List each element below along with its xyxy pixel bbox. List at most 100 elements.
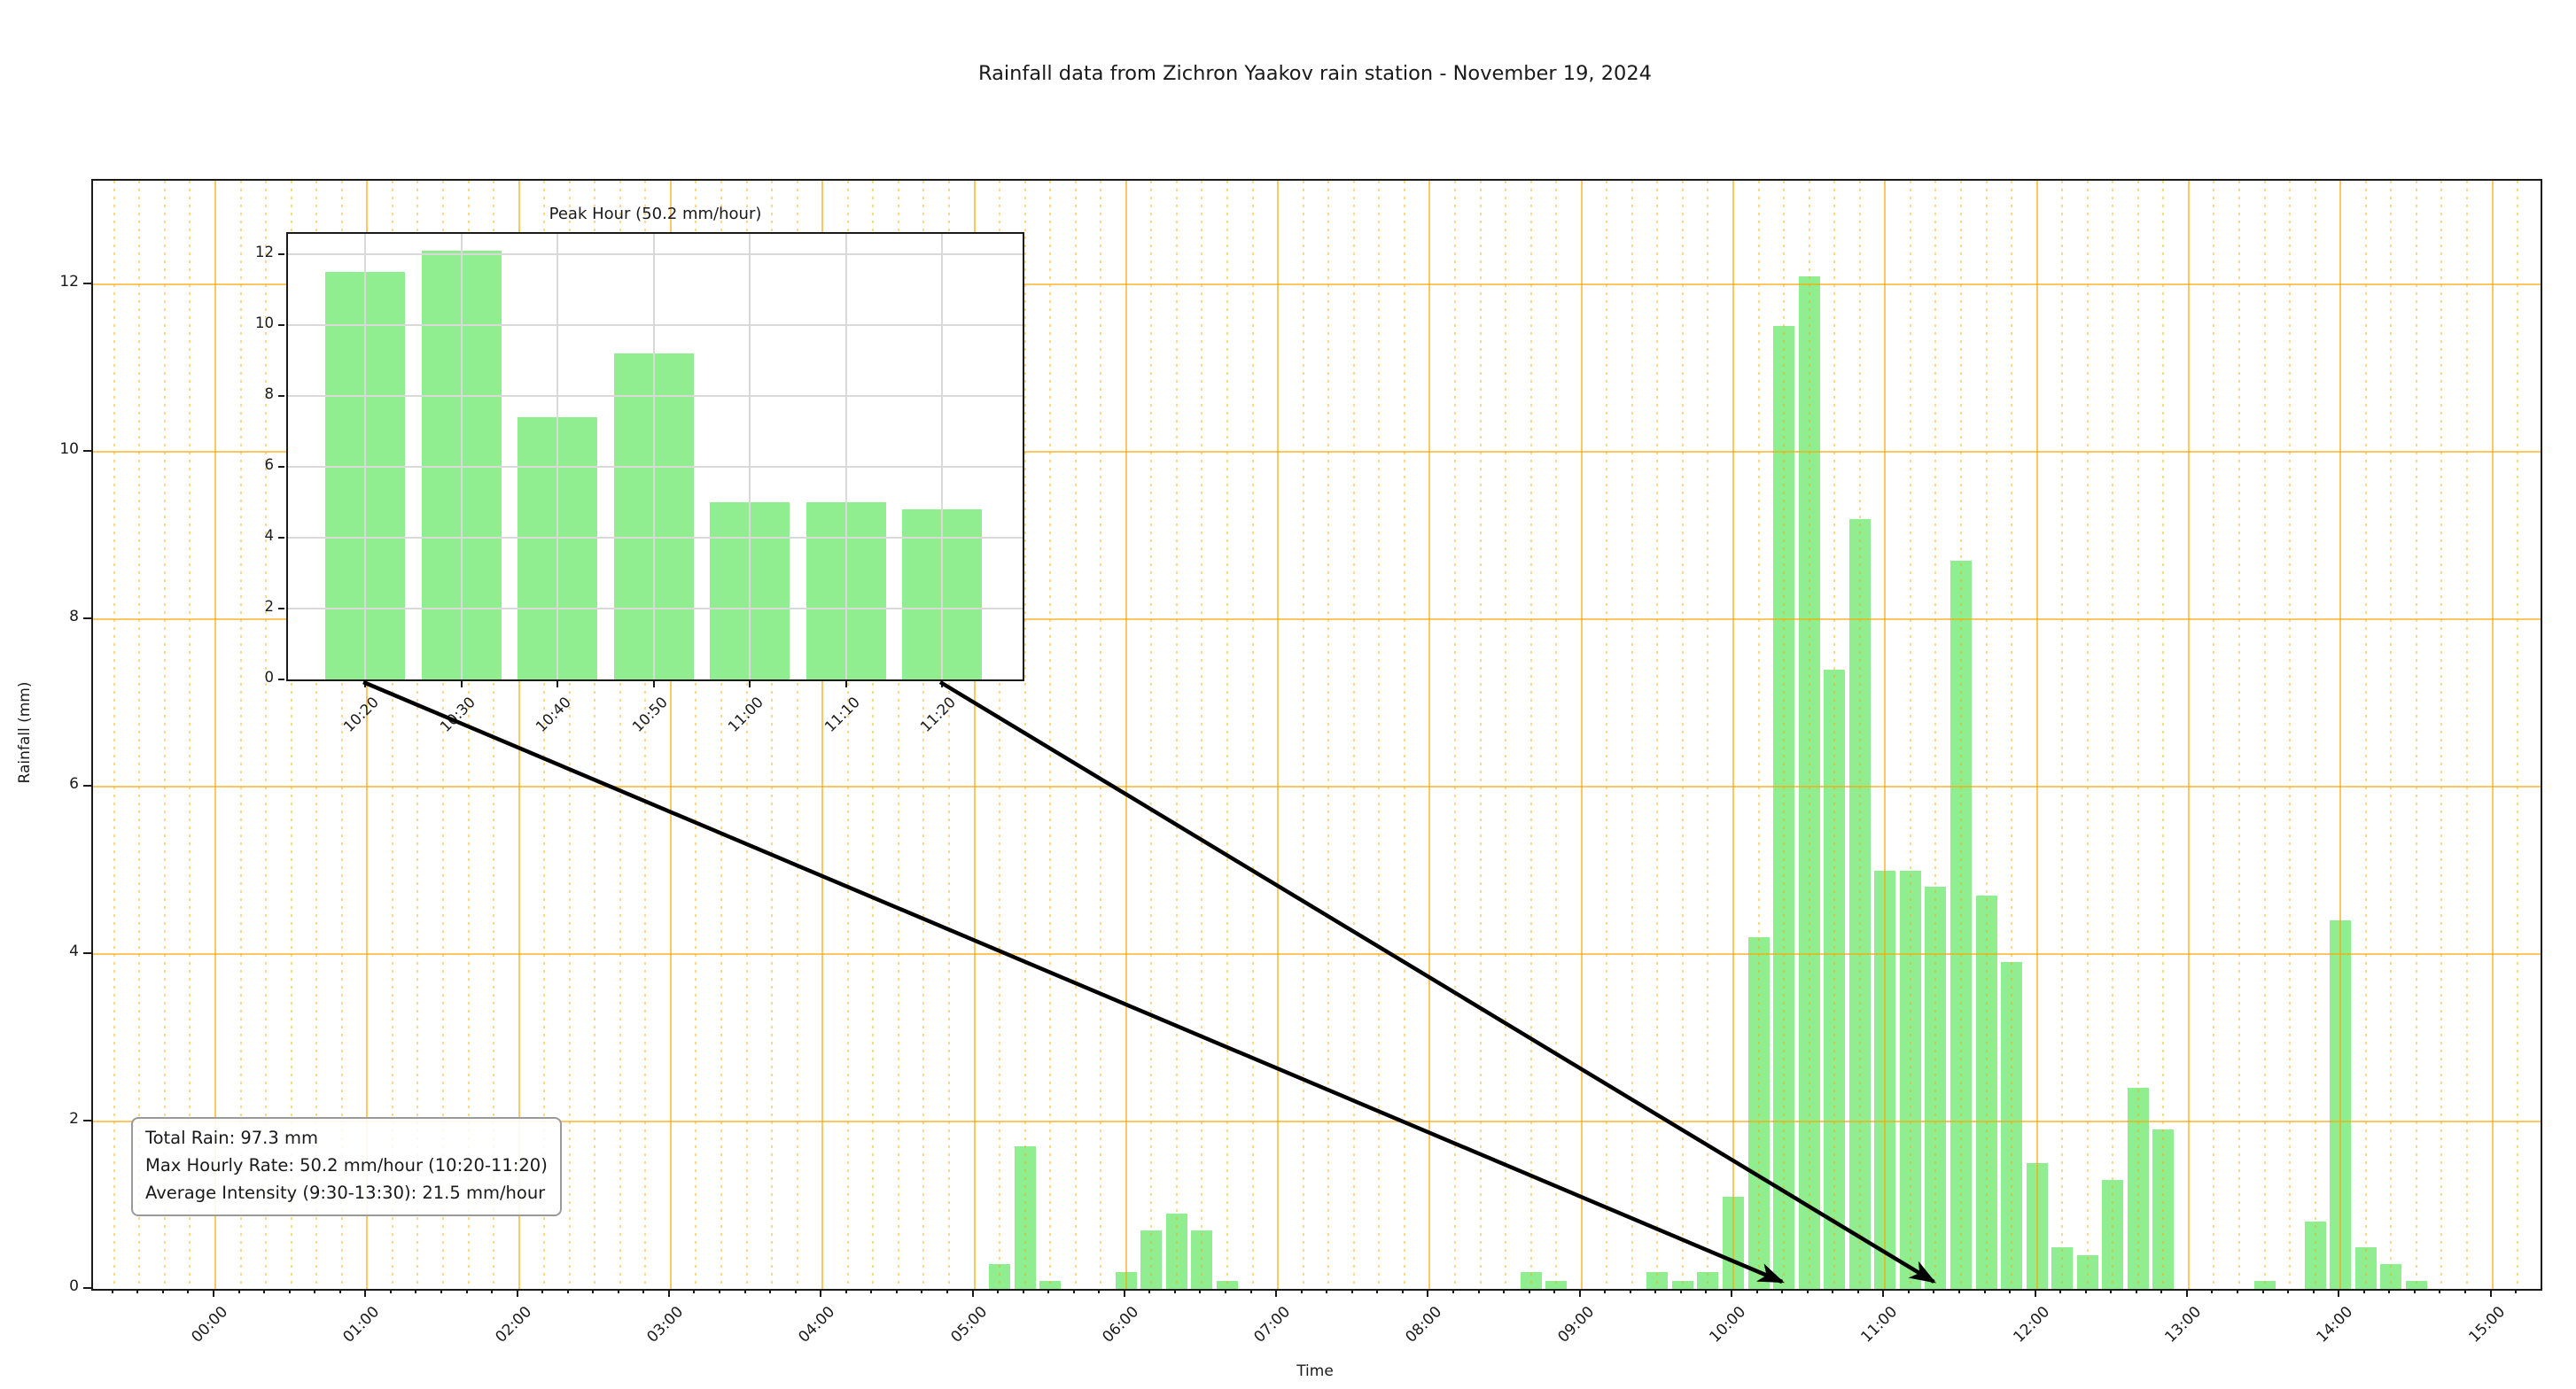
- rain-bar-06:40: [1217, 1280, 1238, 1289]
- x-major-tick: [820, 1289, 822, 1297]
- minor-gridline-x: [290, 181, 292, 1289]
- major-gridline-x-08:00: [1428, 181, 1431, 1289]
- x-minor-tick: [1451, 1289, 1454, 1293]
- x-minor-tick: [111, 1289, 113, 1293]
- major-gridline-y-10: [93, 451, 2541, 453]
- x-major-tick: [971, 1289, 974, 1297]
- x-tick-label-04:00: 04:00: [795, 1303, 839, 1346]
- y-tick-label-4: 4: [69, 943, 79, 960]
- x-minor-tick: [1629, 1289, 1631, 1293]
- x-tick-label-08:00: 08:00: [1402, 1303, 1446, 1346]
- inset-x-tick-label-11:20: 11:20: [917, 694, 960, 736]
- x-minor-tick: [921, 1289, 923, 1293]
- major-gridline-y-4: [93, 953, 2541, 955]
- inset-x-tick-label-10:30: 10:30: [436, 694, 479, 736]
- minor-gridline-x: [1529, 181, 1532, 1289]
- rain-bar-14:30: [2405, 1280, 2427, 1289]
- x-minor-tick: [1072, 1289, 1075, 1293]
- minor-gridline-x: [1656, 181, 1659, 1289]
- rain-bar-12:30: [2102, 1180, 2124, 1289]
- x-minor-tick: [1098, 1289, 1101, 1293]
- inset-x-tick: [460, 681, 463, 687]
- minor-gridline-x: [1150, 181, 1153, 1289]
- inset-y-tick: [278, 466, 284, 468]
- major-gridline-y-12: [93, 283, 2541, 285]
- x-minor-tick: [1173, 1289, 1176, 1293]
- y-major-tick: [83, 450, 91, 452]
- x-minor-tick: [1705, 1289, 1708, 1293]
- x-minor-tick: [2463, 1289, 2466, 1293]
- inset-gridline-y-4: [288, 537, 1023, 539]
- x-tick-label-02:00: 02:00: [491, 1303, 535, 1346]
- x-minor-tick: [1047, 1289, 1050, 1293]
- y-major-tick: [83, 785, 91, 787]
- minor-gridline-x: [265, 181, 268, 1289]
- minor-gridline-x: [2011, 181, 2013, 1289]
- inset-y-tick-label-2: 2: [264, 598, 275, 615]
- inset-y-tick-label-10: 10: [255, 314, 274, 331]
- minor-gridline-x: [239, 181, 242, 1289]
- rain-bar-11:40: [1975, 895, 1997, 1289]
- minor-gridline-x: [2415, 181, 2417, 1289]
- minor-gridline-x: [1707, 181, 1709, 1289]
- x-tick-label-09:00: 09:00: [1554, 1303, 1598, 1346]
- inset-y-tick-label-12: 12: [255, 244, 274, 260]
- stat-max-hourly-rate: Max Hourly Rate: 50.2 mm/hour (10:20-11:…: [145, 1155, 548, 1176]
- y-major-tick: [83, 952, 91, 954]
- inset-y-tick: [278, 679, 284, 680]
- rain-bar-11:30: [1950, 560, 1972, 1289]
- x-minor-tick: [2388, 1289, 2391, 1293]
- inset-x-tick: [844, 681, 847, 687]
- inset-gridline-x-10:20: [364, 234, 366, 679]
- inset-x-tick-label-10:50: 10:50: [628, 694, 671, 736]
- y-major-tick: [83, 1287, 91, 1289]
- minor-gridline-x: [2465, 181, 2468, 1289]
- x-minor-tick: [541, 1289, 544, 1293]
- x-minor-tick: [1148, 1289, 1151, 1293]
- x-minor-tick: [136, 1289, 139, 1293]
- minor-gridline-x: [2162, 181, 2165, 1289]
- stat-total-rain: Total Rain: 97.3 mm: [145, 1128, 318, 1148]
- x-minor-tick: [1983, 1289, 1986, 1293]
- x-major-tick: [1427, 1289, 1429, 1297]
- x-minor-tick: [237, 1289, 240, 1293]
- x-tick-label-12:00: 12:00: [2009, 1303, 2053, 1346]
- inset-x-tick: [749, 681, 751, 687]
- x-tick-label-07:00: 07:00: [1250, 1303, 1295, 1346]
- x-minor-tick: [1781, 1289, 1784, 1293]
- minor-gridline-x: [2364, 181, 2367, 1289]
- minor-gridline-x: [2136, 181, 2139, 1289]
- minor-gridline-x: [1681, 181, 1684, 1289]
- x-minor-tick: [769, 1289, 772, 1293]
- x-tick-label-14:00: 14:00: [2313, 1303, 2357, 1346]
- minor-gridline-x: [1606, 181, 1608, 1289]
- minor-gridline-x: [1505, 181, 1507, 1289]
- x-minor-tick: [1604, 1289, 1607, 1293]
- minor-gridline-x: [2440, 181, 2443, 1289]
- rain-bar-08:50: [1545, 1280, 1568, 1289]
- inset-y-tick-label-6: 6: [264, 456, 275, 473]
- minor-gridline-x: [163, 181, 166, 1289]
- y-tick-label-8: 8: [69, 608, 79, 625]
- x-tick-label-06:00: 06:00: [1099, 1303, 1142, 1346]
- major-gridline-x-09:00: [1580, 181, 1583, 1289]
- x-minor-tick: [1957, 1289, 1960, 1293]
- minor-gridline-x: [1453, 181, 1456, 1289]
- major-gridline-y-6: [93, 786, 2541, 788]
- x-minor-tick: [161, 1289, 164, 1293]
- stats-annotation-box: Total Rain: 97.3 mm Max Hourly Rate: 50.…: [131, 1117, 562, 1216]
- stat-average-intensity: Average Intensity (9:30-13:30): 21.5 mm/…: [145, 1183, 546, 1204]
- inset-gridline-x-10:40: [556, 234, 558, 679]
- x-minor-tick: [339, 1289, 341, 1293]
- minor-gridline-x: [1378, 181, 1381, 1289]
- rain-bar-05:30: [1039, 1280, 1062, 1289]
- x-minor-tick: [2160, 1289, 2163, 1293]
- x-major-tick: [1123, 1289, 1125, 1297]
- inset-y-tick-label-0: 0: [264, 669, 275, 686]
- x-minor-tick: [2237, 1289, 2238, 1293]
- minor-gridline-x: [1555, 181, 1558, 1289]
- x-minor-tick: [1806, 1289, 1809, 1293]
- x-major-tick: [2185, 1289, 2188, 1297]
- x-minor-tick: [2261, 1289, 2264, 1293]
